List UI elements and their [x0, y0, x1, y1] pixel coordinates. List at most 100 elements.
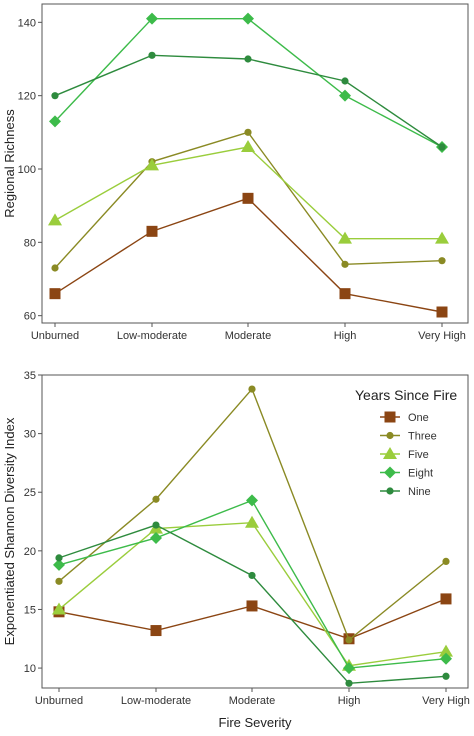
y-tick-label: 10 — [24, 663, 36, 675]
data-point — [248, 571, 256, 580]
legend-item: Eight — [380, 466, 433, 480]
data-point — [244, 128, 252, 136]
data-point — [341, 260, 349, 268]
data-point — [242, 192, 254, 204]
y-tick-label: 80 — [24, 237, 36, 249]
data-point — [338, 231, 352, 244]
y-tick-label: 140 — [18, 17, 36, 29]
legend-item: One — [380, 411, 429, 424]
x-axis-title: Fire Severity — [219, 715, 292, 730]
data-point — [148, 51, 156, 59]
plot-frame — [41, 3, 469, 324]
data-point — [55, 554, 63, 562]
data-point — [51, 264, 59, 272]
data-point — [245, 515, 259, 528]
data-point — [442, 557, 450, 565]
data-point — [442, 672, 450, 680]
x-tick-label: Very High — [422, 695, 470, 707]
data-point — [345, 636, 353, 644]
data-point — [146, 225, 158, 237]
data-point — [55, 577, 63, 585]
legend-swatch-marker — [386, 431, 394, 440]
data-point — [53, 558, 65, 571]
data-point — [438, 143, 446, 151]
data-point — [244, 55, 252, 63]
legend-label: One — [408, 412, 429, 424]
data-point — [339, 89, 351, 102]
series-line — [54, 197, 443, 313]
data-point — [150, 531, 162, 544]
y-tick-label: 35 — [24, 370, 36, 382]
legend-title: Years Since Fire — [355, 387, 457, 403]
y-axis-title: Exponentiated Shannon Diversity Index — [2, 417, 17, 645]
data-point — [440, 593, 452, 605]
plot-frame — [41, 374, 469, 689]
y-tick-label: 20 — [24, 546, 36, 558]
legend-item: Three — [380, 431, 437, 443]
data-point — [436, 306, 448, 318]
x-tick-label: Low-moderate — [121, 695, 191, 707]
series-line — [58, 521, 447, 667]
legend-label: Five — [408, 449, 429, 461]
legend-item: Nine — [380, 486, 431, 498]
x-tick-label: Moderate — [225, 330, 271, 342]
series-five — [48, 140, 449, 244]
series-eight — [53, 494, 452, 675]
x-tick-label: Unburned — [35, 695, 83, 707]
data-point — [439, 644, 453, 657]
legend-swatch-marker — [384, 411, 396, 423]
data-point — [49, 115, 61, 128]
y-tick-label: 100 — [18, 164, 36, 176]
data-point — [246, 494, 258, 507]
x-tick-label: High — [334, 330, 357, 342]
data-point — [440, 652, 452, 665]
y-tick-label: 30 — [24, 429, 36, 441]
x-tick-label: Low-moderate — [117, 330, 187, 342]
data-point — [146, 12, 158, 25]
series-five — [52, 515, 453, 671]
legend-item: Five — [380, 447, 429, 461]
data-point — [49, 288, 61, 300]
y-tick-label: 120 — [18, 91, 36, 103]
series-one — [49, 192, 448, 318]
data-point — [52, 602, 66, 615]
legend: Years Since Fire One Three Five Eight Nine — [355, 387, 457, 498]
diversity-panel: 10 15 20 25 30 35 Unburned Low-moderate Moderate… — [2, 370, 470, 730]
data-point — [341, 77, 349, 85]
data-point — [339, 288, 351, 300]
legend-label: Eight — [408, 468, 433, 480]
data-point — [241, 140, 255, 152]
series-nine — [51, 51, 446, 151]
richness-panel: 60 80 100 120 140 Unburned Low-moderate Moderat… — [2, 3, 469, 342]
data-point — [152, 521, 160, 529]
legend-label: Three — [408, 431, 437, 443]
data-point — [246, 600, 258, 612]
x-tick-label: Unburned — [31, 330, 79, 342]
x-tick-label: Very High — [418, 330, 466, 342]
data-point — [48, 213, 62, 226]
data-point — [435, 231, 449, 244]
data-point — [438, 257, 446, 265]
data-point — [145, 158, 159, 171]
data-point — [150, 625, 162, 637]
data-point — [242, 12, 254, 25]
data-point — [248, 385, 256, 393]
series-line — [54, 17, 443, 148]
series-nine — [55, 521, 450, 687]
legend-swatch-marker — [383, 447, 397, 459]
x-tick-label: Moderate — [229, 695, 275, 707]
y-tick-label: 60 — [24, 311, 36, 323]
legend-label: Nine — [408, 486, 431, 498]
data-point — [152, 495, 160, 503]
y-tick-label: 25 — [24, 487, 36, 499]
data-point — [343, 662, 355, 675]
x-tick-label: High — [338, 695, 361, 707]
y-tick-label: 15 — [24, 604, 36, 616]
data-point — [51, 92, 59, 100]
series-one — [53, 593, 452, 645]
legend-swatch-marker — [384, 466, 396, 479]
y-axis-title: Regional Richness — [2, 109, 17, 218]
series-three — [55, 385, 450, 644]
legend-swatch-marker — [386, 487, 394, 495]
